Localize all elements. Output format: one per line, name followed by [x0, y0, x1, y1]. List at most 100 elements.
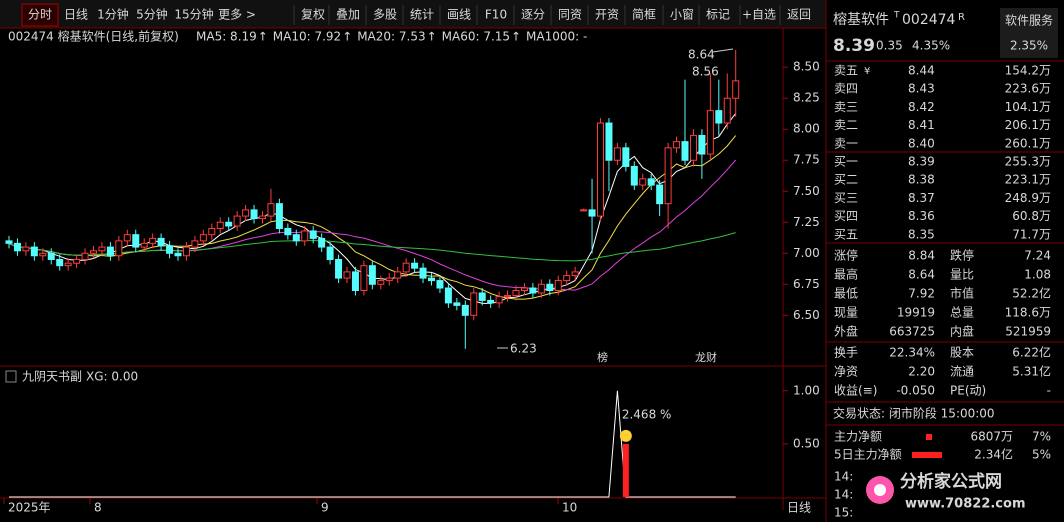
candle-body: [149, 237, 157, 244]
candle-body: [275, 203, 283, 229]
sector[interactable]: 软件服务: [1005, 13, 1053, 28]
toolbar-button[interactable]: 小窗: [670, 8, 694, 22]
candle-body: [351, 271, 359, 291]
active-tab: [21, 3, 59, 27]
candle-body: [225, 221, 233, 227]
ma-arrow: ↑: [258, 30, 268, 44]
book-price: 8.35: [908, 227, 935, 241]
flow-value: 2.34亿: [974, 447, 1013, 462]
icon[interactable]: [5, 370, 17, 383]
book-label: 买一: [834, 155, 858, 169]
candle-body: [81, 252, 89, 260]
stat-label: 涨停: [834, 248, 858, 263]
candle-body: [647, 178, 655, 186]
toolbar-button[interactable]: 逐分: [521, 8, 545, 22]
book-price: 8.40: [908, 136, 935, 150]
candle-body: [56, 258, 64, 267]
ma-arrow: ↑: [342, 30, 352, 44]
candle-body: [622, 147, 630, 167]
indicator-value: XG: 0.00: [86, 370, 138, 384]
candle-body: [681, 141, 689, 161]
signal-bar: [622, 443, 629, 497]
time-label: 15:: [834, 506, 853, 520]
change-pct: 4.35%: [912, 39, 950, 53]
candle-body: [580, 209, 588, 212]
stat-label: 流通: [950, 365, 974, 379]
time-label: 14:: [834, 488, 853, 502]
candle-body: [664, 147, 672, 205]
toolbar-button[interactable]: 返回: [787, 8, 811, 22]
stat-label: 内盘: [950, 324, 974, 339]
toolbar-button[interactable]: 5分钟: [136, 7, 168, 22]
toolbar-button[interactable]: 15分钟: [174, 7, 213, 22]
toolbar-button[interactable]: 更多 >: [218, 8, 256, 22]
indicator-line: [9, 390, 736, 498]
stat-label: 换手: [834, 346, 858, 360]
x-tick-label: 10: [562, 501, 577, 515]
book-price: 8.36: [908, 209, 935, 223]
y-tick-label: 7.25: [793, 215, 820, 229]
toolbar-button[interactable]: 同资: [558, 8, 582, 22]
stat-value: 52.2亿: [1012, 286, 1051, 301]
stat-label: 净资: [834, 365, 858, 379]
flow-value: 6807万: [970, 430, 1013, 444]
toolbar-button[interactable]: 统计: [410, 8, 434, 22]
toolbar-button[interactable]: 分时: [28, 8, 52, 22]
stat-value: 8.84: [908, 249, 935, 263]
stat-value: 1.08: [1024, 268, 1051, 282]
stat-value: 5.31亿: [1012, 364, 1051, 379]
ma-legend: MA5: 8.19: [196, 30, 257, 44]
stat-label: 市值: [950, 286, 974, 301]
stock-name: 榕基软件: [833, 11, 889, 28]
candle-body: [597, 122, 604, 217]
toolbar-button[interactable]: 多股: [373, 8, 397, 22]
candle-body: [98, 246, 106, 252]
event-tag: 龙财: [695, 350, 717, 364]
stat-value: 19919: [897, 306, 935, 320]
toolbar-button[interactable]: 复权: [301, 8, 325, 22]
ma-legend: MA60: 7.15: [442, 30, 510, 44]
candle-body: [123, 234, 131, 242]
book-volume: 255.3万: [1005, 155, 1051, 169]
change: 0.35: [876, 39, 903, 53]
x-tick-label: 8: [94, 501, 102, 515]
candle-body: [90, 250, 97, 254]
toolbar-button[interactable]: 简框: [632, 8, 656, 22]
candle-body: [529, 287, 537, 294]
stat-label: 量比: [950, 268, 974, 282]
toolbar-button[interactable]: 日线: [64, 8, 88, 22]
toolbar-button[interactable]: 画线: [447, 8, 471, 22]
sector-button[interactable]: [1000, 8, 1058, 58]
toolbar-button[interactable]: 标记: [706, 8, 730, 22]
candle-body: [537, 283, 545, 294]
candle-body: [732, 80, 740, 99]
toolbar-button[interactable]: 1分钟: [97, 7, 129, 22]
candle-body: [723, 97, 731, 124]
candle-body: [504, 294, 512, 298]
stock-code: 002474: [902, 12, 956, 28]
candle-body: [326, 246, 334, 260]
candle-body: [715, 110, 723, 124]
low-label: 6.23: [510, 342, 537, 356]
chart-title: 002474 榕基软件(日线,前复权): [8, 29, 179, 44]
time-label: 14:: [834, 470, 853, 484]
candle-body: [47, 252, 55, 260]
toolbar-button[interactable]: 开资: [595, 8, 619, 22]
candle-body: [402, 262, 410, 273]
candle-body: [470, 292, 478, 316]
candle-body: [30, 246, 38, 257]
book-volume: 60.8万: [1012, 209, 1051, 223]
toolbar-button[interactable]: F10: [485, 8, 507, 22]
smiley: [619, 429, 632, 442]
book-volume: 223.6万: [1005, 82, 1051, 96]
candle-body: [199, 234, 207, 242]
toolbar-button[interactable]: +自选: [742, 8, 776, 22]
flow-label: 主力净额: [834, 430, 882, 444]
candle-body: [394, 271, 402, 279]
candle-body: [571, 271, 579, 277]
mark-label: 8.56: [692, 65, 719, 79]
y-tick-label: 7.75: [793, 153, 820, 167]
stat-label: 最低: [834, 287, 858, 301]
candle-body: [250, 209, 258, 220]
toolbar-button[interactable]: 叠加: [336, 8, 360, 22]
